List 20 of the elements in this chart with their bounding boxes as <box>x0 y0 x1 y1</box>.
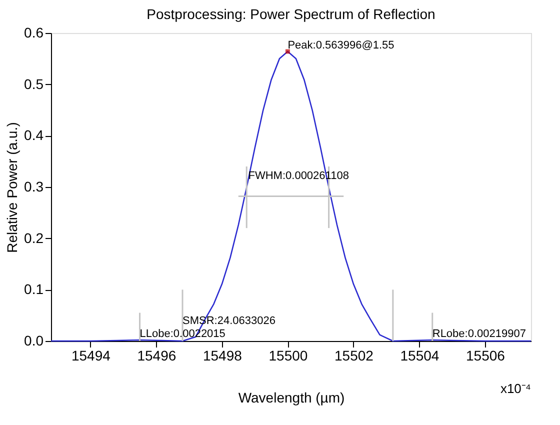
y-tick-label: 0.1 <box>24 281 44 298</box>
y-tick-label: 0.5 <box>24 76 44 92</box>
x-tick-label: 15496 <box>137 348 176 364</box>
x-tick-label: 15494 <box>71 348 111 364</box>
y-axis-title: Relative Power (a.u.) <box>4 122 20 253</box>
y-tick-label: 0.2 <box>24 230 44 246</box>
x-tick-label: 15498 <box>202 348 242 364</box>
chart-title: Postprocessing: Power Spectrum of Reflection <box>146 6 436 22</box>
y-tick-label: 0.4 <box>24 127 44 144</box>
x-axis-title: Wavelength (µm) <box>238 390 345 406</box>
y-tick-label: 0.6 <box>24 24 44 40</box>
x-tick-label: 15502 <box>334 348 374 364</box>
y-tick-label: 0.0 <box>24 332 44 348</box>
text: x10⁻⁴ <box>500 381 531 396</box>
annotation: Peak:0.563996@1.55 <box>288 39 394 52</box>
annotation: RLobe:0.00219907 <box>432 328 526 340</box>
x-tick-label: 15506 <box>466 348 506 364</box>
y-tick-label: 0.3 <box>24 178 44 194</box>
x-tick-label: 15504 <box>400 348 440 364</box>
x-tick-label: 15500 <box>268 348 308 364</box>
